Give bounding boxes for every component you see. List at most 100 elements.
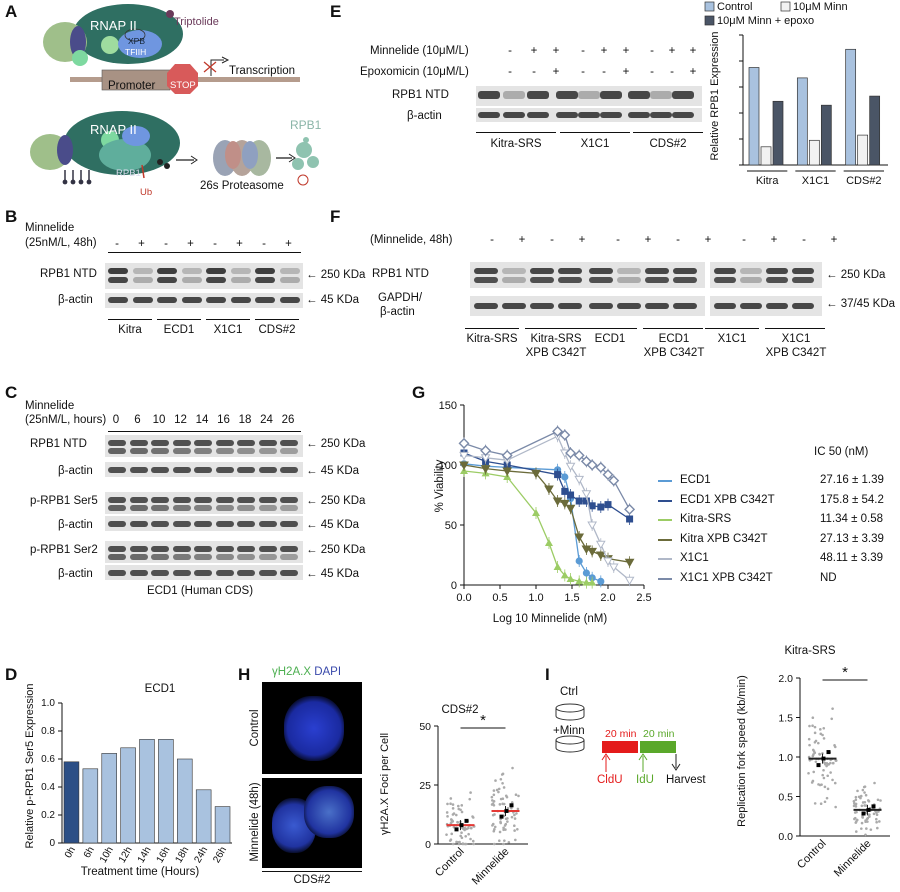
rnap-label-top: RNAP II: [90, 18, 137, 33]
c-row-label: RPB1 NTD: [30, 438, 87, 450]
i-harvest-label: Harvest: [666, 774, 706, 786]
chart-i-point: [814, 739, 818, 743]
g-point: [544, 539, 553, 546]
chart-h-point: [450, 832, 454, 836]
e-ylabel: Relative RPB1 Expression: [709, 31, 721, 161]
f-band-gapdh: [617, 303, 641, 309]
triptolide-label: Triptolide: [174, 16, 219, 28]
chart-h-significance-star: *: [480, 712, 486, 729]
c-band-lower: [108, 554, 126, 560]
chart-i-point: [861, 816, 865, 819]
e-epox-sign: -: [670, 66, 674, 78]
b-line-rule: [157, 319, 201, 320]
i-chart-title: Kitra-SRS: [784, 645, 836, 657]
e-minnelide-label: Minnelide (10μM/L): [370, 45, 469, 57]
chart-h-point: [458, 840, 461, 844]
chart-h-point: [448, 839, 452, 842]
f-band-gapdh: [558, 303, 582, 309]
g-point: [588, 578, 597, 586]
c-band-lower: [172, 505, 191, 511]
rpb1-inner-label: RPB1: [116, 168, 141, 179]
chart-h-point: [469, 791, 472, 794]
chart-i-point: [822, 726, 826, 730]
chart-i-point: [863, 800, 867, 804]
panel-label-h: H: [238, 665, 251, 684]
e-epox-sign: -: [532, 66, 536, 78]
f-line-rule: [583, 328, 637, 329]
b-sign: -: [262, 238, 266, 250]
c-band-lower: [258, 448, 277, 454]
c-band: [258, 521, 277, 527]
g-point: [603, 557, 613, 567]
c-band: [129, 521, 148, 527]
f-band-gapdh: [740, 303, 762, 309]
triptolide-dot: [166, 10, 174, 18]
f-sign: -: [490, 234, 494, 246]
g-legend-name: X1C1: [680, 552, 709, 564]
c-band: [215, 440, 234, 446]
b-band-rpb1-lower: [206, 277, 226, 283]
g-point: [531, 469, 541, 479]
f-sign: +: [704, 234, 712, 246]
chart-i-significance-star: *: [842, 664, 848, 681]
b-line-rule: [255, 319, 299, 320]
chart-h-point: [504, 817, 508, 821]
transcription-label: Transcription: [229, 65, 296, 77]
chart-h-point: [492, 842, 496, 846]
chart-i-point: [826, 774, 830, 778]
b-treatment-detail: (25nM/L, 48h): [25, 237, 97, 249]
panel-label-a: A: [5, 2, 18, 21]
chart-h-point: [463, 826, 467, 830]
e-band-actin: [628, 112, 650, 118]
rpb1-degraded-label: RPB1: [290, 118, 322, 132]
h-ylabel: γH2A.X Foci per Cell: [379, 732, 391, 836]
chart-h-point: [494, 779, 497, 782]
panel-a-schematic: [30, 4, 319, 186]
chart-h-point: [461, 842, 465, 845]
chart-i-point: [812, 750, 816, 753]
c-band: [108, 521, 126, 527]
g-point: [552, 497, 563, 507]
e-band-actin: [578, 112, 600, 118]
g-point: [544, 485, 554, 495]
chart-i-point: [869, 828, 873, 831]
panel-label-g: G: [412, 383, 426, 402]
c-band: [258, 497, 277, 503]
chart-i-point: [863, 785, 867, 788]
chart-h-point: [460, 804, 464, 807]
b-line-rule: [108, 319, 152, 320]
e-bar: [772, 100, 784, 166]
g-point: [559, 429, 571, 441]
chart-i-point: [879, 799, 882, 802]
f-band-rpb1-lower: [558, 277, 582, 283]
b-sign: +: [187, 238, 194, 250]
chart-i-replicate-mean: [826, 750, 831, 755]
chart-h-point: [460, 810, 464, 814]
e-band-actin: [556, 112, 578, 118]
chart-i-point: [855, 820, 858, 823]
f-kda-37-45: ← 37/45 KDa: [826, 298, 896, 310]
chart-i-ytick-label: 1.5: [778, 713, 793, 725]
chart-i-replicate-mean: [821, 756, 826, 761]
c-band-lower: [194, 505, 212, 511]
c-row-label: p-RPB1 Ser2: [30, 544, 98, 556]
c-band: [151, 570, 169, 576]
g-point: [574, 533, 585, 543]
i-ylabel: Replication fork speed (kb/min): [736, 675, 748, 827]
b-band-rpb1-upper: [108, 268, 128, 274]
f-sign: -: [550, 234, 554, 246]
chart-h-point: [464, 835, 468, 838]
c-band: [215, 546, 234, 552]
g-point: [561, 473, 569, 481]
panel-label-d: D: [5, 665, 18, 684]
chart-i-xtick-label: Control: [795, 838, 829, 872]
chart-h-xtick-label: Minnelide: [470, 846, 512, 888]
c-band: [194, 521, 212, 527]
b-band-rpb1-lower: [132, 277, 153, 283]
f-sign: -: [802, 234, 806, 246]
chart-h-point: [490, 795, 494, 799]
chart-i-point: [872, 812, 876, 816]
c-band: [151, 521, 169, 527]
g-legend-swatch: [658, 558, 672, 560]
d-xtick-label: 6h: [82, 845, 97, 860]
